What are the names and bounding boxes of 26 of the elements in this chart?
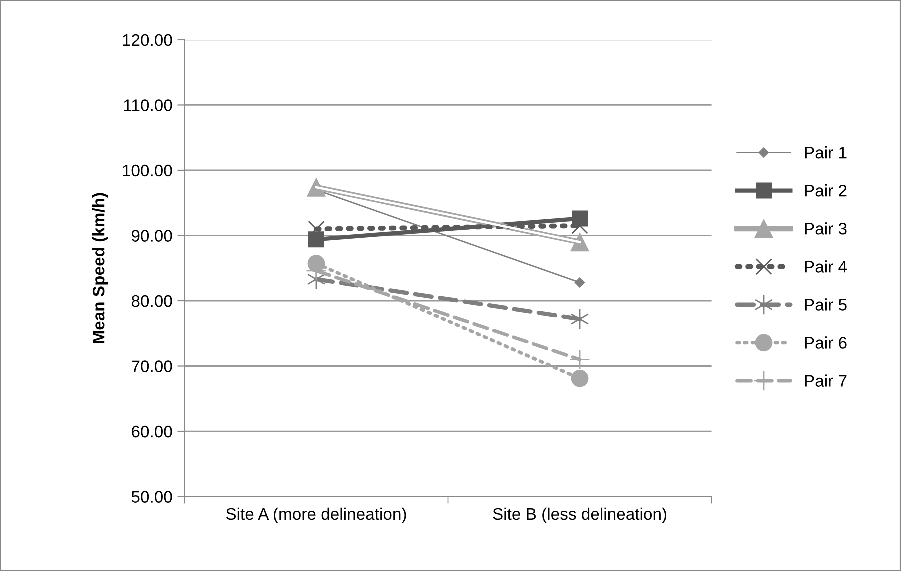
y-tick-label: 50.00 <box>132 491 172 503</box>
y-tick-label: 70.00 <box>132 360 172 372</box>
point <box>308 220 325 238</box>
point <box>571 370 589 388</box>
y-tick-label: 80.00 <box>132 295 172 308</box>
y-axis-title: Mean Speed (km/h) <box>92 193 108 344</box>
y-tick-label: 120.00 <box>123 34 172 46</box>
point <box>570 232 590 252</box>
legend-label: Pair 4 <box>805 260 848 273</box>
point <box>572 218 588 234</box>
legend-label: Pair 3 <box>805 222 847 235</box>
point <box>574 277 586 288</box>
point <box>570 349 590 370</box>
legend-label: Pair 5 <box>805 298 847 311</box>
legend-label: Pair 7 <box>805 374 847 387</box>
x-tick-label: Site B (less delineation) <box>493 508 667 524</box>
point <box>307 178 326 197</box>
y-tick-label: 60.00 <box>132 426 172 438</box>
x-tick-label: Site A (more delineation) <box>226 508 406 524</box>
y-tick-label: 90.00 <box>132 230 172 242</box>
legend-label: Pair 1 <box>805 146 847 159</box>
legend-label: Pair 6 <box>805 336 847 349</box>
legend-label: Pair 2 <box>805 184 847 197</box>
y-tick-label: 100.00 <box>123 164 172 177</box>
point <box>308 232 324 248</box>
y-tick-label: 110.00 <box>124 100 172 112</box>
